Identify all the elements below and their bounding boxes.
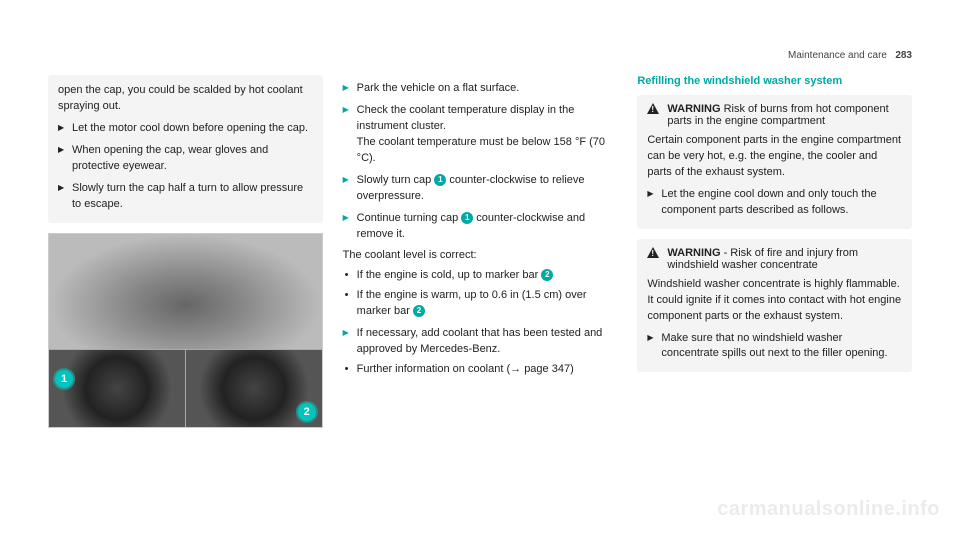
warning-steps-2: Make sure that no windshield washer conc… [647, 331, 902, 363]
level-list: If the engine is cold, up to marker bar … [343, 268, 618, 320]
step-cool-down: Let the motor cool down before opening t… [58, 121, 313, 137]
warning-title-2: WARNING - Risk of fire and injury from w… [667, 247, 902, 271]
txt: If the engine is cold, up to marker bar [357, 269, 542, 281]
marker-2-icon: 2 [541, 269, 553, 281]
txt: Continue turning cap [357, 212, 462, 224]
scald-warning-box: open the cap, you could be scalded by ho… [48, 75, 323, 223]
step-no-spill: Make sure that no windshield washer conc… [647, 331, 902, 363]
step-park: Park the vehicle on a flat surface. [343, 81, 618, 97]
marker-2-icon: 2 [413, 305, 425, 317]
marker-1-icon: 1 [434, 174, 446, 186]
cap-detail-2: 2 [185, 349, 322, 427]
check-steps: Park the vehicle on a flat surface. Chec… [343, 81, 618, 242]
column-1: open the cap, you could be scalded by ho… [48, 75, 323, 428]
refill-title: Refilling the windshield washer system [637, 75, 912, 87]
marker-1-icon: 1 [461, 212, 473, 224]
warning-head-1: WARNING Risk of burns from hot component… [647, 103, 902, 127]
further-info: Further information on coolant (→ page 3… [343, 362, 618, 378]
level-intro: The coolant level is correct: [343, 248, 618, 264]
step-turn-cap-2: Continue turning cap 1 counter-clockwise… [343, 211, 618, 243]
cap-detail-row: 1 2 [49, 349, 322, 427]
warning-head-2: WARNING - Risk of fire and injury from w… [647, 247, 902, 271]
step-let-cool: Let the engine cool down and only touch … [647, 187, 902, 219]
page-number: 283 [895, 50, 912, 61]
step-wear-gloves: When opening the cap, wear gloves and pr… [58, 143, 313, 175]
warning-box-burns: WARNING Risk of burns from hot component… [637, 95, 912, 229]
callout-2: 2 [298, 403, 316, 421]
warning-icon [647, 103, 659, 114]
level-cold: If the engine is cold, up to marker bar … [343, 268, 618, 284]
step-add-coolant: If necessary, add coolant that has been … [343, 326, 618, 358]
page: Maintenance and care 283 open the cap, y… [0, 0, 960, 448]
scald-steps: Let the motor cool down before opening t… [58, 121, 313, 213]
warning-steps-1: Let the engine cool down and only touch … [647, 187, 902, 219]
cap-detail-1: 1 [49, 349, 185, 427]
warning-title-1: WARNING Risk of burns from hot component… [667, 103, 902, 127]
warning-body-1: Certain component parts in the engine co… [647, 133, 902, 181]
warning-label: WARNING [667, 103, 720, 115]
page-header: Maintenance and care 283 [48, 50, 912, 61]
warning-label: WARNING [667, 247, 720, 259]
txt: Slowly turn cap [357, 174, 435, 186]
engine-bay [49, 234, 322, 352]
add-coolant-steps: If necessary, add coolant that has been … [343, 326, 618, 358]
txt: If the engine is warm, up to 0.6 in (1.5… [357, 289, 587, 317]
further-info-link: Further information on coolant (→ page 3… [343, 362, 618, 378]
step-slow-turn: Slowly turn the cap half a turn to allow… [58, 181, 313, 213]
callout-1: 1 [55, 370, 73, 388]
step-turn-cap-1: Slowly turn cap 1 counter-clockwise to r… [343, 173, 618, 205]
column-3: Refilling the windshield washer system W… [637, 75, 912, 428]
watermark: carmanualsonline.info [717, 498, 940, 521]
scald-intro: open the cap, you could be scalded by ho… [58, 83, 313, 115]
engine-image: 1 2 [48, 233, 323, 428]
content-columns: open the cap, you could be scalded by ho… [48, 75, 912, 428]
column-2: Park the vehicle on a flat surface. Chec… [343, 75, 618, 428]
warning-icon [647, 247, 659, 258]
section-label: Maintenance and care [788, 50, 887, 61]
level-warm: If the engine is warm, up to 0.6 in (1.5… [343, 288, 618, 320]
warning-box-fire: WARNING - Risk of fire and injury from w… [637, 239, 912, 373]
warning-body-2: Windshield washer concentrate is highly … [647, 277, 902, 325]
step-check-temp: Check the coolant temperature display in… [343, 103, 618, 167]
